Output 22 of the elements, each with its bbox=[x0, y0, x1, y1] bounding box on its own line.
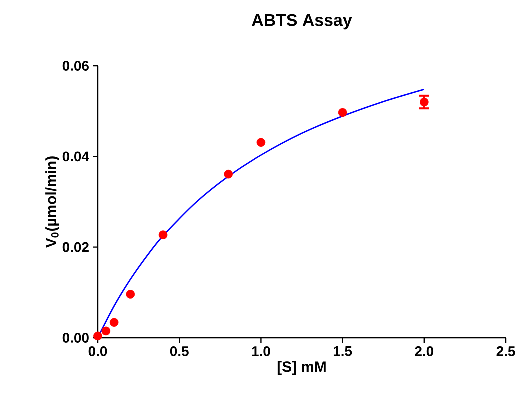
x-tick-label: 0.0 bbox=[88, 346, 108, 356]
x-tick-label: 1.5 bbox=[334, 346, 352, 356]
point bbox=[110, 318, 119, 327]
point bbox=[94, 332, 102, 341]
x-tick-label: 1.0 bbox=[252, 346, 270, 356]
y-axis-title: V$_{0}$(µmol/min) bbox=[46, 156, 60, 248]
point bbox=[420, 98, 429, 107]
y-tick-label: 0.00 bbox=[62, 333, 89, 343]
x-tick-label: 2.0 bbox=[415, 346, 434, 356]
x-tick-label: 2.5 bbox=[496, 346, 516, 356]
x-tick-label: 0.5 bbox=[170, 346, 189, 356]
point bbox=[158, 230, 168, 240]
y-tick-label: 0.06 bbox=[62, 61, 89, 71]
point bbox=[256, 138, 266, 148]
point bbox=[126, 290, 136, 299]
y-tick-label: 0.04 bbox=[62, 152, 90, 162]
point bbox=[102, 326, 111, 336]
y-tick-label: 0.02 bbox=[62, 242, 89, 252]
chart-title: ABTS Assay bbox=[252, 14, 352, 30]
point bbox=[338, 108, 348, 118]
point bbox=[224, 170, 233, 179]
x-axis-title: [S] mM bbox=[278, 361, 326, 376]
